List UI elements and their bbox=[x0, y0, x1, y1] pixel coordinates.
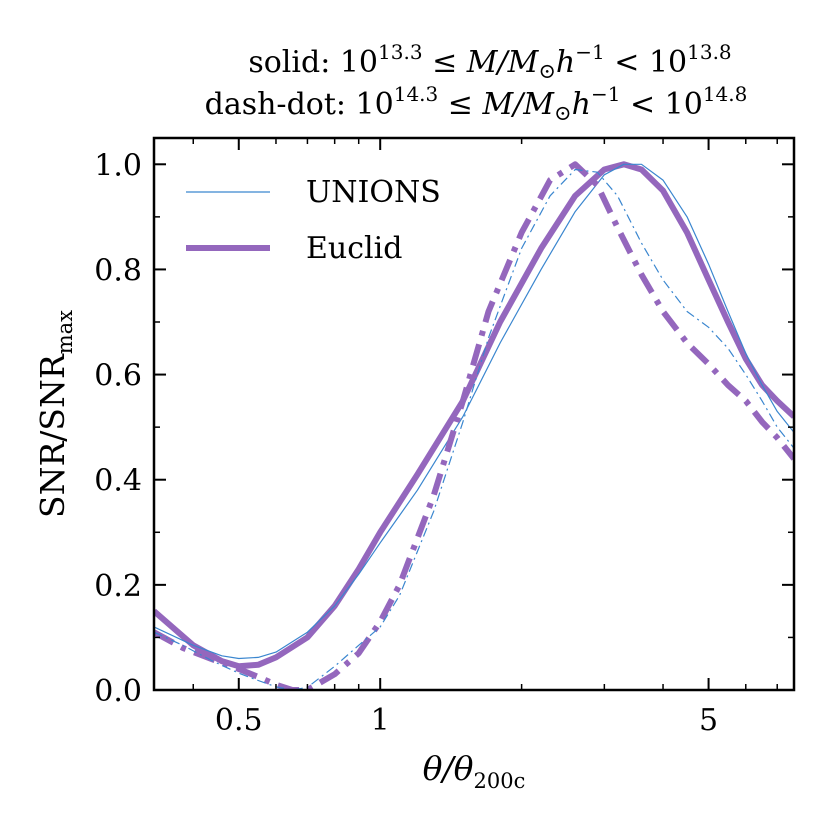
y-tick-label: 0.6 bbox=[94, 359, 142, 394]
series-line-euclid-solid bbox=[154, 161, 794, 670]
chart-title-line-2: dash-dot: 1014.3 ≤ M/M⊙h−1 < 1014.8 bbox=[205, 82, 748, 125]
legend-label-unions: UNIONS bbox=[306, 175, 441, 210]
y-axis-label: SNR/SNRmax bbox=[33, 310, 77, 518]
legend: UNIONS Euclid bbox=[186, 175, 441, 266]
series-line-euclid-dash-dot bbox=[154, 161, 794, 690]
series-line-unions-solid bbox=[154, 163, 794, 660]
y-tick-label: 1.0 bbox=[94, 148, 142, 183]
y-tick-label: 0.8 bbox=[94, 253, 142, 288]
series-layer bbox=[154, 161, 794, 690]
x-axis-label: θ/θ200c bbox=[423, 749, 526, 793]
x-tick-label: 1 bbox=[371, 703, 390, 738]
y-tick-label: 0.0 bbox=[94, 674, 142, 709]
x-tick-label: 5 bbox=[699, 703, 718, 738]
legend-label-euclid: Euclid bbox=[306, 231, 402, 266]
x-tick-label: 0.5 bbox=[215, 703, 263, 738]
plot-frame bbox=[152, 136, 796, 692]
ticks-layer: 0.5 1 5 0.0 0.2 0.4 0.6 0.8 1.0 bbox=[94, 138, 794, 738]
y-tick-label: 0.4 bbox=[94, 464, 142, 499]
chart-title-line-1: solid: 1013.3 ≤ M/M⊙h−1 < 1013.8 bbox=[248, 40, 731, 83]
series-line-unions-dash-dot bbox=[154, 168, 794, 690]
y-tick-label: 0.2 bbox=[94, 569, 142, 604]
